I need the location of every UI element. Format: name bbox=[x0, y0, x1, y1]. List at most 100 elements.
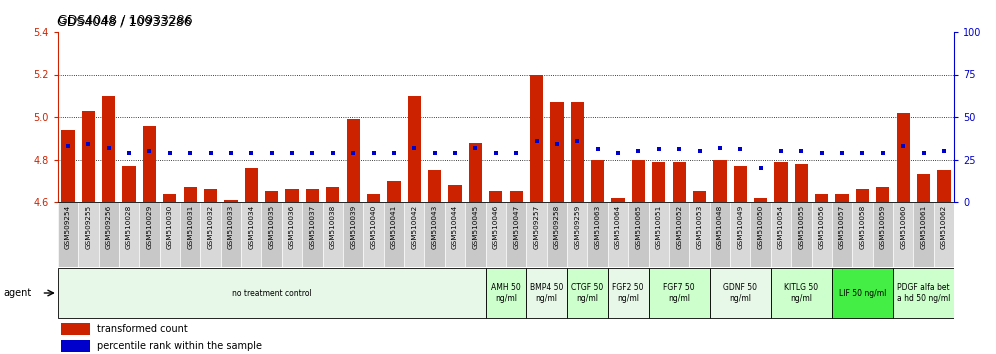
Bar bbox=[648, 268, 710, 318]
Bar bbox=[934, 202, 954, 267]
Point bbox=[325, 150, 341, 155]
Text: GSM510042: GSM510042 bbox=[411, 205, 417, 249]
Text: GSM510048: GSM510048 bbox=[717, 205, 723, 249]
Bar bbox=[245, 168, 258, 202]
Point bbox=[223, 150, 239, 155]
Bar bbox=[771, 202, 791, 267]
Text: GSM510031: GSM510031 bbox=[187, 205, 193, 249]
Point bbox=[60, 143, 76, 149]
Bar bbox=[142, 126, 156, 202]
Point bbox=[915, 150, 931, 155]
Text: GSM510043: GSM510043 bbox=[431, 205, 437, 249]
Bar bbox=[628, 202, 648, 267]
Bar bbox=[730, 202, 750, 267]
Bar bbox=[791, 202, 812, 267]
Point bbox=[305, 150, 321, 155]
Point bbox=[855, 150, 871, 155]
Text: GSM510041: GSM510041 bbox=[390, 205, 397, 249]
Point bbox=[182, 150, 198, 155]
Text: FGF7 50
ng/ml: FGF7 50 ng/ml bbox=[663, 283, 695, 303]
Bar bbox=[648, 202, 669, 267]
Bar bbox=[506, 202, 526, 267]
Bar bbox=[774, 162, 788, 202]
Point bbox=[835, 150, 851, 155]
Bar bbox=[526, 268, 567, 318]
Bar bbox=[445, 202, 465, 267]
Bar bbox=[836, 194, 849, 202]
Text: GSM509255: GSM509255 bbox=[86, 205, 92, 249]
Text: GSM509258: GSM509258 bbox=[554, 205, 560, 249]
Text: GSM510060: GSM510060 bbox=[900, 205, 906, 249]
Bar bbox=[224, 200, 238, 202]
Bar bbox=[119, 202, 139, 267]
Text: GSM509259: GSM509259 bbox=[575, 205, 581, 249]
Point bbox=[570, 138, 586, 144]
Bar bbox=[62, 130, 75, 202]
Bar bbox=[567, 268, 608, 318]
Bar bbox=[78, 202, 99, 267]
Bar bbox=[286, 189, 299, 202]
Bar bbox=[608, 202, 628, 267]
Point bbox=[447, 150, 463, 155]
Point bbox=[264, 150, 280, 155]
Point bbox=[346, 150, 362, 155]
Point bbox=[284, 150, 300, 155]
Text: GSM510061: GSM510061 bbox=[920, 205, 926, 249]
Text: AMH 50
ng/ml: AMH 50 ng/ml bbox=[491, 283, 521, 303]
Bar bbox=[180, 202, 200, 267]
Bar bbox=[326, 187, 340, 202]
Bar bbox=[571, 102, 584, 202]
Point bbox=[366, 150, 381, 155]
Bar bbox=[876, 187, 889, 202]
Point bbox=[936, 148, 952, 154]
Bar bbox=[567, 202, 588, 267]
Text: GSM510035: GSM510035 bbox=[269, 205, 275, 249]
Text: GSM510028: GSM510028 bbox=[126, 205, 132, 249]
Point bbox=[386, 150, 402, 155]
Point bbox=[630, 148, 646, 154]
Text: GSM510030: GSM510030 bbox=[166, 205, 173, 249]
Text: no treatment control: no treatment control bbox=[232, 289, 312, 297]
Bar bbox=[82, 111, 95, 202]
Bar bbox=[750, 202, 771, 267]
Point bbox=[874, 150, 890, 155]
Bar bbox=[588, 202, 608, 267]
Bar bbox=[893, 268, 954, 318]
Text: GSM510034: GSM510034 bbox=[248, 205, 254, 249]
Bar bbox=[872, 202, 893, 267]
Bar bbox=[612, 198, 624, 202]
Bar bbox=[550, 102, 564, 202]
Bar bbox=[302, 202, 323, 267]
Point bbox=[650, 147, 666, 152]
Bar bbox=[652, 162, 665, 202]
Point bbox=[549, 141, 565, 147]
Text: GSM510062: GSM510062 bbox=[941, 205, 947, 249]
Point bbox=[895, 143, 911, 149]
Bar bbox=[913, 202, 934, 267]
Bar bbox=[200, 202, 221, 267]
Text: GSM510064: GSM510064 bbox=[615, 205, 622, 249]
Point bbox=[122, 150, 137, 155]
Bar bbox=[713, 160, 726, 202]
Bar bbox=[241, 202, 262, 267]
Bar bbox=[734, 166, 747, 202]
Text: GSM510054: GSM510054 bbox=[778, 205, 784, 249]
Point bbox=[611, 150, 626, 155]
Text: KITLG 50
ng/ml: KITLG 50 ng/ml bbox=[784, 283, 819, 303]
Text: GSM510049: GSM510049 bbox=[737, 205, 743, 249]
Bar bbox=[262, 202, 282, 267]
Point bbox=[467, 145, 483, 150]
Bar bbox=[631, 160, 645, 202]
Bar bbox=[672, 162, 686, 202]
Point bbox=[691, 148, 707, 154]
Point bbox=[671, 147, 687, 152]
Point bbox=[141, 148, 157, 154]
Text: GSM510036: GSM510036 bbox=[289, 205, 295, 249]
Text: GSM510037: GSM510037 bbox=[310, 205, 316, 249]
Bar bbox=[306, 189, 319, 202]
Point bbox=[590, 147, 606, 152]
Point bbox=[202, 150, 218, 155]
Text: CTGF 50
ng/ml: CTGF 50 ng/ml bbox=[572, 283, 604, 303]
Bar bbox=[530, 74, 543, 202]
Bar bbox=[591, 160, 605, 202]
